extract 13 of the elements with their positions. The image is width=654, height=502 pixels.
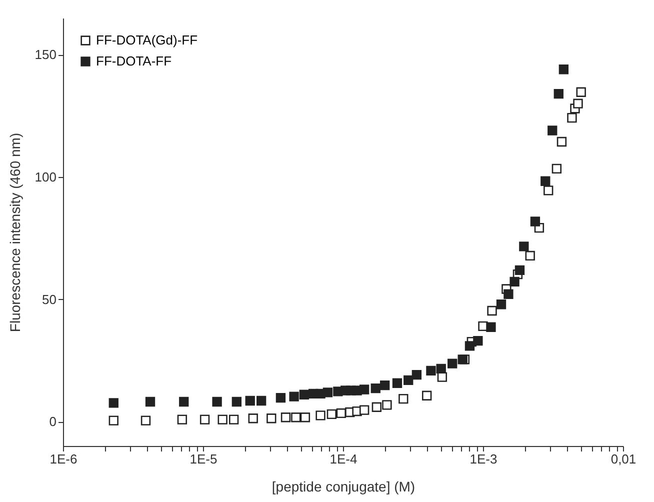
x-tick-label: 1E-3 bbox=[470, 452, 498, 466]
y-tick-label: 50 bbox=[42, 292, 56, 307]
x-axis-title: [peptide conjugate] (M) bbox=[272, 478, 416, 494]
x-tick-label: 0,01 bbox=[610, 452, 636, 466]
y-axis-title: Fluorescence intensity (460 nm) bbox=[6, 132, 23, 332]
x-tick-label: 1E-4 bbox=[330, 452, 358, 466]
y-tick-label: 100 bbox=[34, 169, 56, 184]
legend-label: FF-DOTA(Gd)-FF bbox=[96, 32, 198, 48]
y-tick-label: 150 bbox=[34, 47, 56, 62]
x-tick-label: 1E-5 bbox=[190, 452, 218, 466]
x-tick-label: 1E-6 bbox=[50, 452, 78, 466]
y-tick-label: 0 bbox=[49, 414, 56, 430]
legend-label: FF-DOTA-FF bbox=[96, 54, 172, 68]
